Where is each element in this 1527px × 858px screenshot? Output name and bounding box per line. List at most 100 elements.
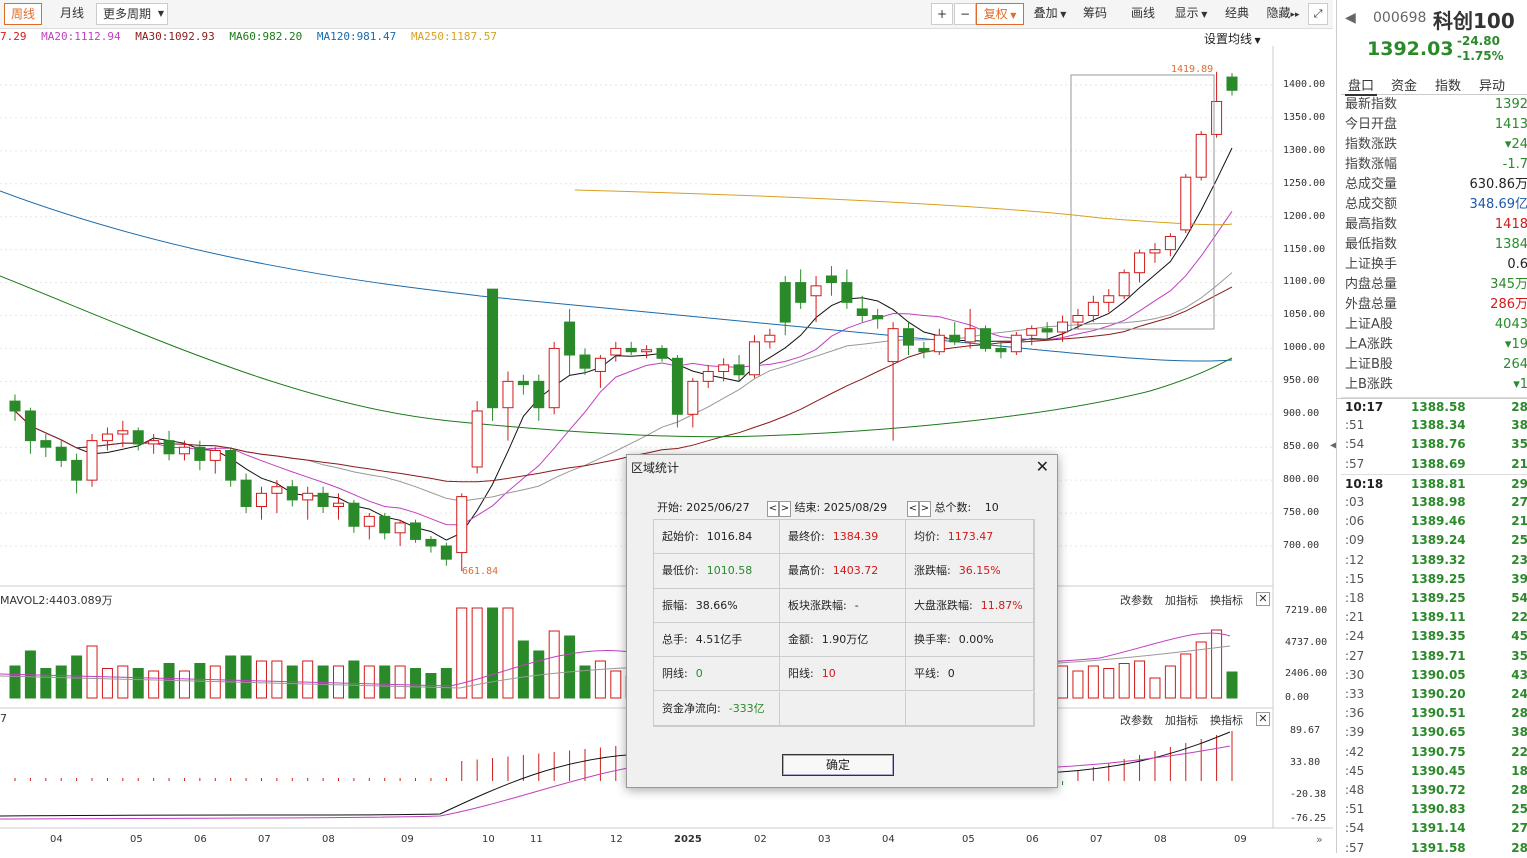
overlay-label: 叠加 bbox=[1034, 6, 1058, 20]
ma-settings-button[interactable]: 设置均线 ▼ bbox=[1204, 30, 1261, 47]
cell-value: - bbox=[855, 599, 859, 612]
candle-body bbox=[1042, 329, 1052, 332]
y-tick-label: 1400.00 bbox=[1283, 79, 1325, 90]
hide-button[interactable]: 隐藏▸▸ bbox=[1262, 3, 1304, 23]
tab-handicap[interactable]: 盘口 bbox=[1345, 75, 1377, 96]
volume-bar bbox=[226, 656, 236, 698]
x-tick-label: 10 bbox=[482, 834, 495, 845]
stat-label: 指数涨幅 bbox=[1345, 157, 1397, 172]
tick-time: :21 bbox=[1345, 608, 1364, 627]
candle-body bbox=[672, 358, 682, 414]
cell-label: 金额: bbox=[788, 633, 814, 646]
ma-settings-label: 设置均线 bbox=[1204, 32, 1252, 46]
expand-icon[interactable]: ⤢ bbox=[1308, 3, 1328, 25]
tick-time: :36 bbox=[1345, 704, 1364, 723]
cell-label: 均价: bbox=[914, 530, 940, 543]
close-icon[interactable]: ✕ bbox=[1256, 712, 1270, 726]
close-icon[interactable]: ✕ bbox=[1256, 592, 1270, 606]
candle-body bbox=[179, 447, 189, 454]
macd-edit-params-button[interactable]: 改参数 bbox=[1120, 712, 1153, 728]
vol-edit-params-button[interactable]: 改参数 bbox=[1120, 592, 1153, 608]
x-tick-label: 04 bbox=[882, 834, 895, 845]
stat-value: 345万 bbox=[1490, 275, 1527, 295]
close-icon[interactable]: ✕ bbox=[1036, 457, 1049, 476]
tick-volume: 43 bbox=[1511, 666, 1527, 685]
x-tick-label: 2025 bbox=[674, 834, 702, 845]
adjust-button[interactable]: 复权 ▼ bbox=[976, 3, 1024, 25]
macd-label: 7 bbox=[0, 712, 7, 725]
stat-cell: 均价:1173.47 bbox=[906, 520, 1034, 554]
zoom-in-button[interactable]: + bbox=[931, 3, 953, 25]
tab-anomaly[interactable]: 异动 bbox=[1479, 75, 1505, 94]
volume-bar bbox=[518, 641, 528, 698]
scroll-right-icon[interactable]: » bbox=[1316, 833, 1323, 846]
volume-bar bbox=[611, 671, 621, 698]
vol-add-indicator-button[interactable]: 加指标 bbox=[1165, 592, 1198, 608]
volume-bar bbox=[549, 631, 559, 698]
ok-button[interactable]: 确定 bbox=[782, 754, 894, 776]
x-tick-label: 06 bbox=[194, 834, 207, 845]
tick-volume: 38 bbox=[1511, 723, 1527, 742]
macd-add-indicator-button[interactable]: 加指标 bbox=[1165, 712, 1198, 728]
stat-cell: 金额:1.90万亿 bbox=[780, 623, 906, 657]
tick-time: :09 bbox=[1345, 531, 1364, 550]
ma30-value: MA30:1092.93 bbox=[135, 30, 214, 43]
classic-button[interactable]: 经典 bbox=[1222, 3, 1252, 23]
stat-row: 指数涨幅-1.7 bbox=[1345, 155, 1527, 175]
chips-button[interactable]: 筹码 bbox=[1080, 3, 1110, 23]
display-button[interactable]: 显示 ▼ bbox=[1171, 3, 1211, 23]
more-periods-dropdown[interactable]: 更多周期▼ bbox=[96, 3, 168, 25]
vol-y-tick-label: 2406.00 bbox=[1285, 668, 1327, 679]
candle-body bbox=[688, 381, 698, 414]
tab-funds[interactable]: 资金 bbox=[1391, 75, 1417, 94]
tick-price: 1388.58 bbox=[1411, 398, 1466, 417]
tab-index[interactable]: 指数 bbox=[1435, 75, 1461, 94]
vol-switch-indicator-button[interactable]: 换指标 bbox=[1210, 592, 1243, 608]
back-icon[interactable]: ◀ bbox=[1345, 10, 1356, 26]
candle-body bbox=[241, 480, 251, 506]
stat-label: 上B涨跌 bbox=[1345, 377, 1393, 392]
candle-body bbox=[1088, 302, 1098, 315]
stat-label: 最低指数 bbox=[1345, 237, 1397, 252]
tick-price: 1389.11 bbox=[1411, 608, 1466, 627]
macd-y-tick-label: -76.25 bbox=[1290, 813, 1326, 824]
cell-value: 0 bbox=[948, 667, 955, 680]
tick-price: 1390.45 bbox=[1411, 762, 1466, 781]
tab-monthly[interactable]: 月线 bbox=[54, 3, 90, 23]
volume-bar bbox=[318, 666, 328, 698]
tick-price: 1388.69 bbox=[1411, 455, 1466, 474]
volume-bar bbox=[133, 669, 143, 699]
ma-value: 7.29 bbox=[0, 30, 27, 43]
stat-label: 指数涨跌 bbox=[1345, 137, 1397, 152]
candle-body bbox=[226, 451, 236, 481]
volume-bar bbox=[565, 636, 575, 698]
stat-cell: 换手率:0.00% bbox=[906, 623, 1034, 657]
candle-body bbox=[1181, 177, 1191, 230]
x-tick-label: 09 bbox=[401, 834, 414, 845]
overlay-button[interactable]: 叠加 ▼ bbox=[1030, 3, 1070, 23]
tab-weekly[interactable]: 周线 bbox=[4, 3, 42, 25]
draw-line-button[interactable]: 画线 bbox=[1128, 3, 1158, 23]
volume-bar bbox=[10, 666, 20, 698]
chevron-left-icon[interactable]: < bbox=[907, 501, 919, 517]
volume-bar bbox=[334, 666, 344, 698]
change-pct: -1.75% bbox=[1457, 49, 1504, 64]
tick-time: :45 bbox=[1345, 762, 1364, 781]
stat-cell: 振幅:38.66% bbox=[654, 589, 780, 623]
macd-switch-indicator-button[interactable]: 换指标 bbox=[1210, 712, 1243, 728]
x-tick-label: 05 bbox=[962, 834, 975, 845]
chevron-right-icon[interactable]: > bbox=[779, 501, 791, 517]
zoom-out-button[interactable]: − bbox=[954, 3, 976, 25]
tick-time: :39 bbox=[1345, 723, 1364, 742]
chevron-left-icon[interactable]: < bbox=[767, 501, 779, 517]
tick-price: 1389.46 bbox=[1411, 512, 1466, 531]
volume-bar bbox=[1119, 664, 1129, 699]
volume-bar bbox=[87, 646, 97, 698]
chevron-right-icon[interactable]: > bbox=[919, 501, 931, 517]
candle-body bbox=[1227, 77, 1237, 90]
